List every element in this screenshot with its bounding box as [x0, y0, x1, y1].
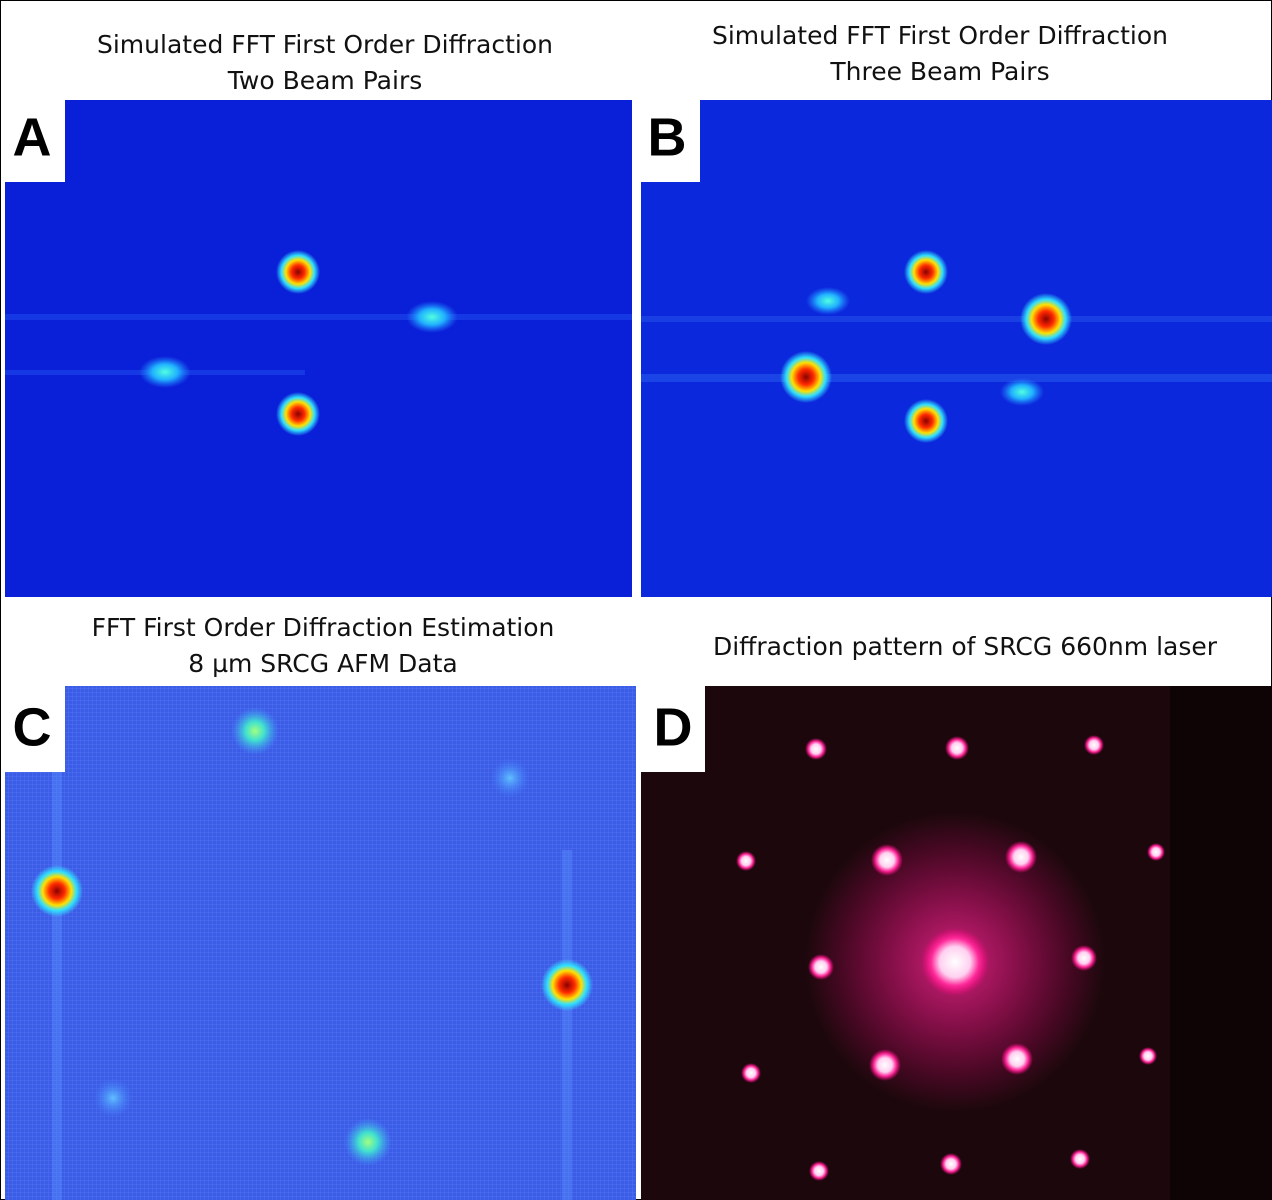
panel-c: FFT First Order Diffraction Estimation 8… [5, 613, 636, 1200]
panel-title: Three Beam Pairs [829, 57, 1049, 86]
streak [562, 850, 572, 1200]
spot [490, 758, 530, 798]
streak [641, 316, 1272, 322]
spot [921, 928, 989, 996]
spot [1070, 1149, 1090, 1169]
panel-a: Simulated FFT First Order Diffraction Tw… [5, 30, 632, 597]
panel-d: Diffraction pattern of SRCG 660nm laser … [641, 632, 1272, 1200]
panel-letter: A [13, 107, 52, 167]
spot [541, 959, 593, 1011]
spot [93, 1078, 133, 1118]
spot [736, 851, 756, 871]
panel-letter: B [648, 107, 687, 167]
spot [805, 738, 827, 760]
panel-title: FFT First Order Diffraction Estimation [92, 613, 555, 642]
spot [231, 707, 279, 755]
spot [276, 250, 320, 294]
panel-letter: D [654, 697, 693, 757]
spot [871, 844, 903, 876]
spot [806, 287, 850, 315]
spot [1084, 735, 1104, 755]
spot [904, 399, 948, 443]
panel-title: 8 µm SRCG AFM Data [188, 649, 458, 678]
spot [406, 301, 458, 333]
spot [1001, 1043, 1033, 1075]
spot [139, 356, 191, 388]
panel-letter: C [13, 697, 52, 757]
streak [52, 760, 62, 1200]
spot [276, 392, 320, 436]
panel-title: Simulated FFT First Order Diffraction [712, 21, 1168, 50]
fft-image [641, 100, 1272, 597]
spot [1000, 378, 1044, 406]
spot [1139, 1047, 1157, 1065]
spot [1020, 293, 1072, 345]
streak [641, 374, 1272, 382]
panel-title: Two Beam Pairs [227, 66, 423, 95]
photo-shadow [1170, 686, 1272, 1200]
streak [5, 314, 632, 320]
spot [741, 1063, 761, 1083]
fft-image [5, 686, 636, 1200]
fft-image [5, 100, 632, 597]
spot [31, 865, 83, 917]
panel-title: Diffraction pattern of SRCG 660nm laser [713, 632, 1218, 661]
spot [780, 351, 832, 403]
spot [344, 1118, 392, 1166]
spot [1071, 945, 1097, 971]
spot [945, 736, 969, 760]
spot [940, 1153, 962, 1175]
spot [1005, 841, 1037, 873]
figure: Simulated FFT First Order Diffraction Tw… [0, 0, 1272, 1200]
spot [808, 954, 834, 980]
spot [809, 1161, 829, 1181]
spot [904, 250, 948, 294]
spot [869, 1049, 901, 1081]
spot [1147, 843, 1165, 861]
panel-b: Simulated FFT First Order Diffraction Th… [641, 21, 1272, 597]
panel-title: Simulated FFT First Order Diffraction [97, 30, 553, 59]
